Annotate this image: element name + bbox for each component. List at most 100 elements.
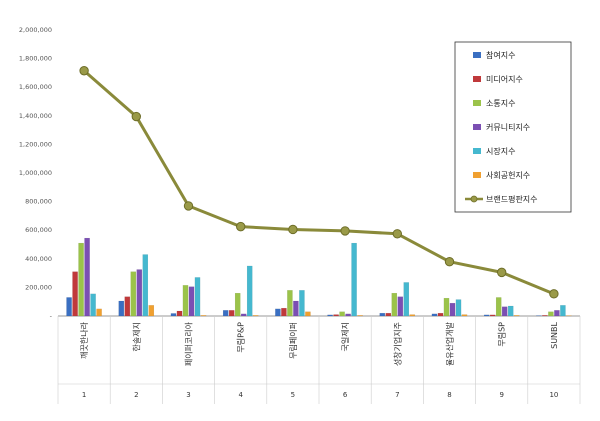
bar-5-10 — [560, 305, 566, 317]
y-tick-label: 800,000 — [25, 198, 52, 206]
category-label: 한솔제지 — [132, 322, 141, 351]
reputation-point-2 — [131, 111, 142, 122]
reputation-point-10 — [549, 289, 559, 299]
reputation-point-8 — [444, 256, 455, 267]
y-tick-label: 1,200,000 — [19, 140, 52, 148]
bar-3-9 — [495, 297, 502, 317]
bar-3-6 — [339, 311, 345, 317]
bar-3-1 — [78, 242, 84, 317]
y-tick-label: 400,000 — [25, 255, 52, 263]
category-number: 2 — [134, 391, 138, 399]
bar-6-1 — [96, 308, 102, 317]
bar-6-3 — [200, 315, 207, 317]
bar-1-8 — [431, 313, 438, 317]
category-number: 7 — [395, 391, 399, 399]
y-tick-label: 1,600,000 — [19, 83, 52, 91]
bar-1-9 — [483, 314, 490, 317]
legend-swatch — [473, 172, 481, 178]
bar-4-10 — [554, 310, 560, 317]
category-label: 무림SP — [497, 322, 507, 347]
bar-4-9 — [501, 306, 508, 317]
bar-2-10 — [542, 315, 548, 317]
bar-5-4 — [246, 265, 253, 317]
bar-3-3 — [182, 285, 189, 317]
bar-5-2 — [142, 254, 149, 317]
bar-6-9 — [513, 315, 520, 317]
bar-2-2 — [124, 296, 131, 317]
bar-2-5 — [281, 307, 287, 317]
bar-3-5 — [287, 290, 293, 317]
bar-2-3 — [176, 310, 183, 317]
category-number: 6 — [343, 391, 348, 399]
bar-4-3 — [188, 286, 195, 317]
bar-2-9 — [489, 314, 496, 317]
reputation-point-1 — [79, 66, 89, 76]
bar-3-2 — [130, 271, 137, 317]
bar-6-8 — [461, 314, 468, 317]
bar-1-3 — [170, 313, 177, 317]
bar-1-4 — [222, 310, 229, 317]
category-number: 3 — [186, 391, 190, 399]
bar-5-8 — [455, 299, 462, 317]
legend-label: 미디어지수 — [486, 74, 523, 84]
bar-4-1 — [84, 237, 90, 317]
category-label: 무림페이퍼 — [288, 322, 298, 359]
legend-label: 소통지수 — [486, 99, 515, 108]
reputation-point-9 — [497, 267, 507, 278]
bar-2-6 — [333, 314, 339, 317]
legend-label: 커뮤니티지수 — [486, 122, 530, 132]
bar-4-4 — [240, 313, 247, 317]
y-tick-label: 1,400,000 — [19, 112, 52, 120]
legend-swatch — [473, 52, 481, 58]
category-number: 5 — [291, 391, 295, 399]
legend-marker — [470, 195, 478, 203]
bar-3-4 — [234, 292, 241, 317]
category-label: 깨끗한나라 — [79, 321, 89, 358]
bar-5-6 — [351, 242, 357, 317]
bar-1-6 — [327, 314, 333, 317]
bar-5-1 — [90, 293, 96, 317]
bar-6-6 — [357, 315, 363, 317]
bar-1-2 — [118, 300, 125, 317]
legend-label: 시장지수 — [486, 146, 515, 156]
bar-2-1 — [72, 271, 78, 317]
bar-5-5 — [299, 290, 305, 317]
category-label: 페이퍼코리아 — [184, 321, 194, 366]
category-label: 율유산업개발 — [445, 321, 455, 366]
bar-4-8 — [449, 302, 456, 317]
category-label: SUNBL — [550, 321, 559, 348]
reputation-point-7 — [392, 229, 402, 239]
bar-6-4 — [252, 315, 259, 317]
bar-2-7 — [385, 312, 392, 317]
y-tick-label: 1,800,000 — [19, 55, 52, 63]
legend-swatch — [473, 76, 481, 82]
reputation-point-6 — [340, 226, 350, 236]
bar-1-5 — [275, 308, 281, 317]
bar-3-10 — [548, 311, 554, 317]
category-number: 9 — [499, 391, 503, 399]
legend-swatch — [473, 124, 481, 130]
category-number: 8 — [447, 391, 451, 399]
y-tick-label: 200,000 — [25, 283, 52, 291]
legend-swatch — [473, 148, 481, 154]
bar-4-7 — [397, 296, 404, 317]
reputation-point-4 — [236, 221, 246, 232]
bar-3-7 — [391, 292, 398, 317]
reputation-line — [83, 69, 555, 296]
legend-label: 참여지수 — [486, 50, 515, 60]
category-number: 10 — [549, 391, 558, 399]
bar-6-7 — [409, 314, 416, 317]
bar-6-2 — [148, 305, 155, 317]
legend-swatch — [473, 100, 481, 106]
y-tick-label: 600,000 — [25, 226, 52, 234]
bar-4-6 — [345, 313, 351, 317]
bar-5-7 — [403, 282, 410, 317]
y-tick-label: 2,000,000 — [19, 26, 52, 34]
category-number: 1 — [82, 391, 86, 399]
bar-6-5 — [305, 311, 311, 317]
reputation-point-5 — [288, 224, 298, 235]
category-number: 4 — [238, 391, 243, 399]
legend-label: 사회공헌지수 — [486, 171, 530, 180]
bar-2-4 — [228, 310, 235, 317]
